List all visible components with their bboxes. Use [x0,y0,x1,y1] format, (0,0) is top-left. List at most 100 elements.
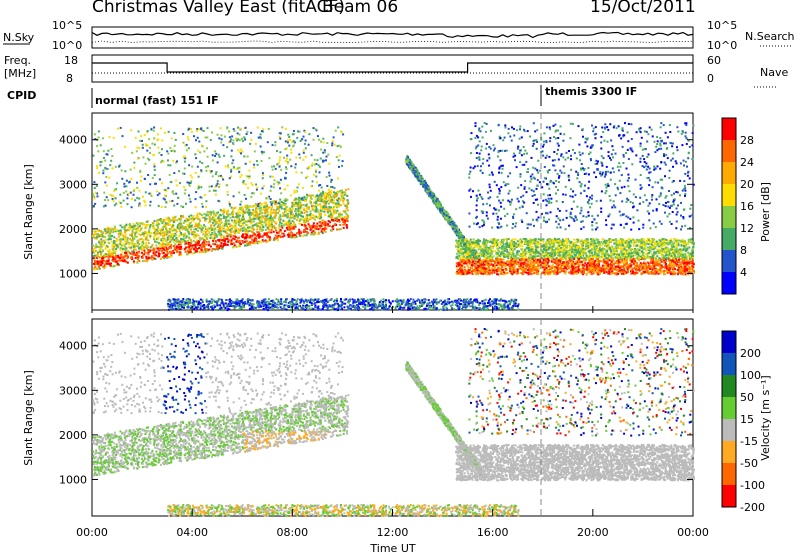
data-pixel [275,222,278,225]
data-pixel [231,213,234,216]
data-pixel [200,214,203,216]
data-pixel [215,152,218,155]
data-pixel [186,228,189,231]
data-pixel [94,267,97,270]
data-pixel [104,166,107,169]
data-pixel [474,273,477,275]
data-pixel [130,246,132,249]
data-pixel [248,169,251,172]
data-pixel [345,207,348,210]
data-pixel [194,248,197,251]
data-pixel [147,239,150,242]
data-pixel [103,191,106,194]
data-pixel [256,231,259,234]
data-pixel [221,239,224,242]
data-pixel [191,165,194,168]
data-pixel [137,239,140,242]
data-pixel [285,227,288,229]
data-pixel [183,160,186,163]
data-pixel [141,222,144,225]
data-pixel [166,242,169,244]
data-pixel [445,212,448,215]
data-pixel [425,181,427,184]
data-pixel [323,201,326,204]
data-pixel [183,240,186,243]
data-pixel [210,170,213,173]
data-pixel [261,177,264,180]
data-pixel [97,150,100,153]
data-pixel [255,188,258,191]
data-pixel [105,196,108,199]
data-pixel [290,165,293,168]
data-pixel [322,151,325,154]
data-pixel [305,234,308,237]
data-pixel [147,234,150,237]
data-pixel [293,189,296,192]
data-pixel [324,203,327,206]
data-pixel [130,129,133,132]
data-pixel [252,241,255,244]
data-pixel [155,233,158,236]
data-pixel [315,207,318,210]
data-pixel [128,246,131,249]
data-pixel [327,191,330,194]
data-pixel [329,186,332,188]
data-pixel [120,259,123,262]
data-pixel [230,170,233,173]
data-pixel [242,215,244,218]
data-pixel [414,166,417,169]
data-pixel [172,217,175,220]
data-pixel [130,177,133,180]
data-pixel [331,144,334,147]
data-pixel [309,216,312,219]
data-pixel [233,216,236,219]
data-pixel [159,245,162,248]
data-pixel [329,201,332,203]
data-pixel [189,239,192,241]
data-pixel [457,232,460,234]
data-pixel [153,237,156,240]
data-pixel [237,167,239,170]
data-pixel [260,150,263,153]
data-pixel [149,235,152,238]
data-pixel [147,242,150,245]
data-pixel [166,250,169,253]
data-pixel [166,252,169,255]
data-pixel [461,234,464,237]
data-pixel [219,208,222,211]
data-pixel [292,217,295,220]
data-pixel [314,227,317,230]
data-pixel [189,200,192,203]
data-pixel [314,199,317,202]
data-pixel [244,244,246,247]
data-pixel [303,221,306,224]
data-pixel [200,228,203,231]
data-pixel [270,185,273,188]
data-pixel [161,139,164,142]
data-pixel [245,234,248,237]
data-pixel [131,229,134,232]
data-pixel [220,138,223,141]
data-pixel [338,220,341,223]
data-pixel [251,213,254,216]
data-pixel [254,242,257,245]
data-pixel [306,214,309,217]
data-pixel [244,126,247,129]
data-pixel [279,221,282,224]
data-pixel [269,189,272,192]
data-pixel [255,238,258,241]
data-pixel [173,229,176,231]
data-pixel [167,216,170,219]
data-pixel [188,215,191,218]
data-pixel [163,238,166,241]
data-pixel [127,192,130,195]
data-pixel [290,148,292,151]
data-pixel [152,252,155,255]
data-pixel [92,244,95,247]
data-pixel [123,248,125,251]
data-pixel [134,234,136,237]
data-pixel [270,228,273,231]
data-pixel [175,250,178,253]
data-pixel [153,126,156,129]
data-pixel [312,138,315,141]
